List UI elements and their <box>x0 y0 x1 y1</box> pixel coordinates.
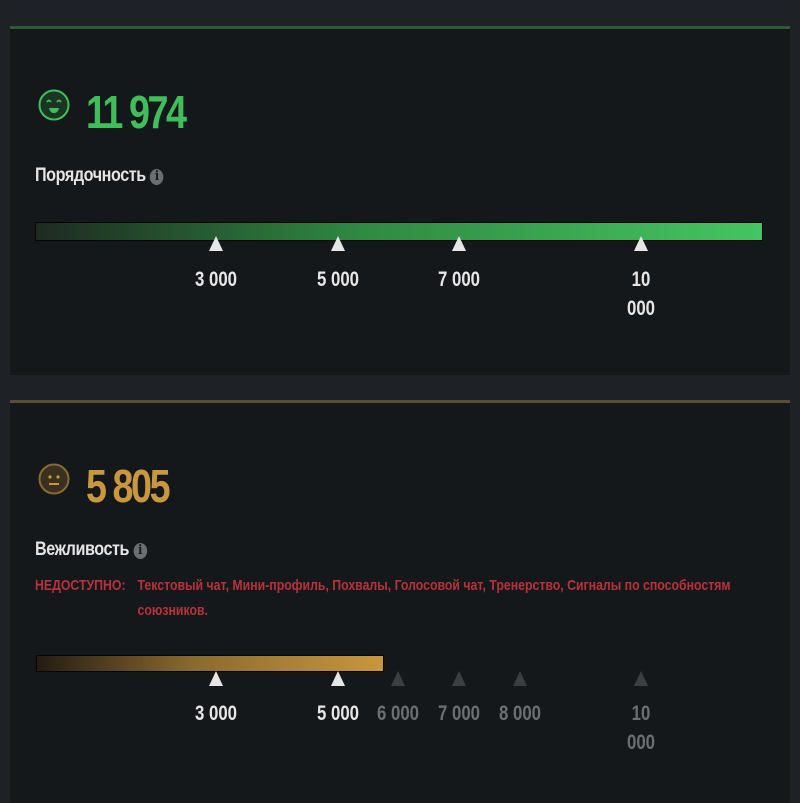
threshold-label: 7 000 <box>437 702 481 725</box>
threshold-marker <box>331 236 345 251</box>
unavailable-label: НЕДОСТУПНО: <box>35 577 126 594</box>
threshold-marker <box>331 671 345 686</box>
threshold-marker <box>634 671 648 686</box>
threshold-label: 5 000 <box>316 702 360 725</box>
threshold-label: 10 000 <box>626 702 656 754</box>
threshold-label: 10 000 <box>626 268 656 320</box>
info-icon[interactable]: i <box>133 543 147 559</box>
threshold-marker <box>452 671 466 686</box>
unavailable-notice: НЕДОСТУПНО: Текстовый чат, Мини-профиль,… <box>35 573 757 623</box>
info-icon[interactable]: i <box>150 169 164 185</box>
politeness-score: 5 805 <box>86 460 171 512</box>
politeness-label: Вежливость i <box>35 539 147 561</box>
decency-progress-fill <box>36 223 762 240</box>
politeness-progress-fill <box>36 655 385 672</box>
threshold-label: 6 000 <box>376 702 420 725</box>
decency-progress-bar <box>35 222 763 241</box>
politeness-label-text: Вежливость <box>35 539 130 560</box>
threshold-label: 5 000 <box>316 268 360 291</box>
threshold-marker <box>513 671 527 686</box>
decency-score: 11 974 <box>86 86 187 138</box>
unavailable-features: Текстовый чат, Мини-профиль, Похвалы, Го… <box>137 577 731 619</box>
decency-panel: 11 974 Порядочность i 3 000 5 000 7 000 10 0… <box>10 26 790 375</box>
threshold-marker <box>209 671 223 686</box>
threshold-marker <box>391 671 405 686</box>
threshold-label: 3 000 <box>194 268 238 291</box>
neutral-face-icon <box>38 463 70 495</box>
decency-label-text: Порядочность <box>35 165 146 186</box>
smiling-face-icon <box>38 89 70 121</box>
threshold-label: 7 000 <box>437 268 481 291</box>
threshold-marker <box>209 236 223 251</box>
decency-label: Порядочность i <box>35 165 164 187</box>
threshold-label: 3 000 <box>194 702 238 725</box>
threshold-marker <box>452 236 466 251</box>
threshold-label: 8 000 <box>498 702 542 725</box>
politeness-panel: 5 805 Вежливость i НЕДОСТУПНО: Текстовый … <box>10 400 790 803</box>
threshold-marker <box>634 236 648 251</box>
